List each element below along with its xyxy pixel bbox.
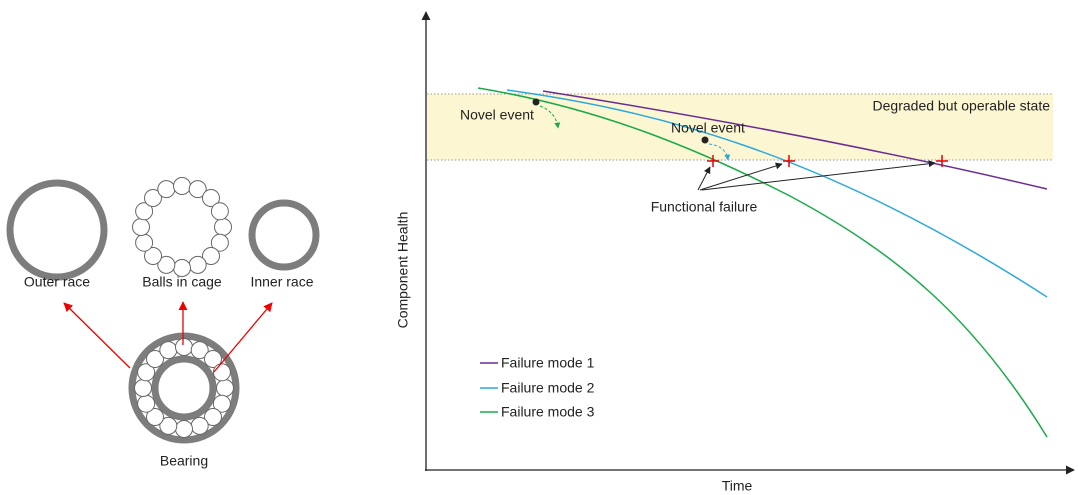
arrow: [213, 302, 273, 373]
ball: [216, 379, 234, 397]
part-label: Balls in cage: [142, 274, 222, 290]
part-label: Inner race: [250, 274, 313, 290]
curve-mode-3: [477, 87, 1048, 438]
bearing-diagram: Outer race Balls in cage Inner race Bear…: [6, 177, 320, 469]
ball: [159, 341, 178, 360]
ball: [203, 350, 222, 369]
band-label: Degraded but operable state: [873, 98, 1051, 114]
event-arrow: [708, 143, 731, 161]
bearing-inner: [151, 355, 217, 421]
ball: [214, 218, 232, 236]
curve-mode-1: [542, 90, 1048, 190]
failure-marker: [936, 155, 948, 167]
degraded-band: [427, 94, 1053, 160]
ball: [134, 379, 152, 397]
x-axis-label: Time: [722, 478, 753, 494]
novel-event-label: Novel event: [671, 120, 745, 136]
ball: [210, 233, 229, 252]
event-arrow: [539, 105, 561, 129]
bearing-label: Bearing: [160, 453, 208, 469]
curve-mode-2: [506, 89, 1048, 298]
failure-arrow: [697, 166, 711, 191]
ball: [175, 420, 193, 438]
novel-event-label: Novel event: [460, 107, 534, 123]
ball: [190, 341, 209, 360]
event-dot: [532, 98, 540, 106]
ball: [201, 189, 220, 208]
legend-label: Failure mode 1: [501, 355, 595, 371]
failure-marker: [707, 155, 719, 167]
ball: [203, 407, 222, 426]
ball: [137, 363, 156, 382]
ball: [188, 255, 207, 274]
ball: [146, 407, 165, 426]
ball: [144, 189, 163, 208]
ball: [159, 416, 178, 435]
part-label: Outer race: [24, 274, 90, 290]
bearing-outer: [128, 332, 240, 444]
ball: [146, 350, 165, 369]
event-dot: [701, 136, 709, 144]
outer-race-ring: [6, 179, 108, 281]
ball: [157, 255, 176, 274]
ball: [173, 177, 191, 195]
ball: [135, 233, 154, 252]
failure-label: Functional failure: [651, 199, 758, 215]
ball: [144, 246, 163, 265]
ball: [137, 394, 156, 413]
ball: [212, 363, 231, 382]
ball: [201, 246, 220, 265]
ball: [157, 180, 176, 199]
y-axis-label: Component Health: [395, 212, 411, 329]
ball: [135, 202, 154, 221]
health-chart: Component Health Time Degraded but opera…: [395, 11, 1075, 494]
ball: [132, 218, 150, 236]
failure-arrow: [699, 162, 783, 191]
ball: [175, 338, 193, 356]
ball: [210, 202, 229, 221]
ball: [212, 394, 231, 413]
ball: [188, 180, 207, 199]
inner-race-ring: [248, 199, 320, 271]
failure-arrow: [701, 160, 936, 191]
balls-in-cage: [132, 177, 232, 277]
bearing-balls: [134, 338, 234, 438]
legend-label: Failure mode 3: [501, 404, 595, 420]
legend-label: Failure mode 2: [501, 380, 595, 396]
ball: [190, 416, 209, 435]
failure-markers: [707, 155, 948, 167]
arrow: [63, 302, 131, 369]
failure-marker: [783, 155, 795, 167]
